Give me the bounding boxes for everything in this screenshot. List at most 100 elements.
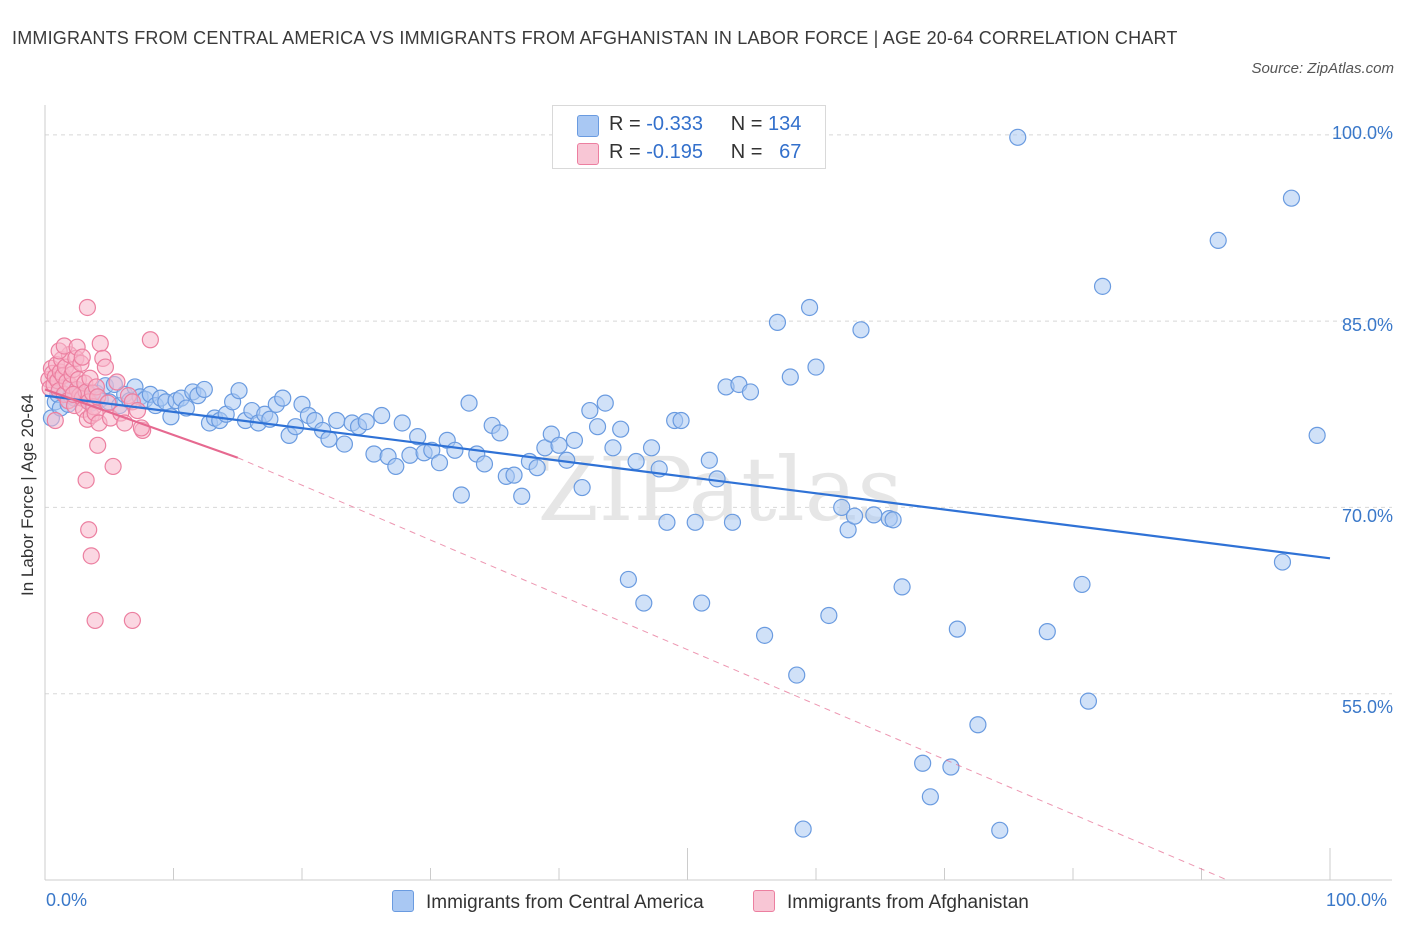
data-point-central-america [1093,277,1112,295]
data-point-central-america [619,570,637,589]
data-point-central-america [365,445,383,463]
data-point-afghanistan [104,457,122,476]
data-point-central-america [700,451,718,469]
data-point-central-america [1282,189,1301,207]
data-point-central-america [565,431,584,449]
data-point-afghanistan [78,298,97,317]
data-point-central-america [893,578,911,596]
data-point-afghanistan [86,611,104,630]
data-point-afghanistan [123,611,141,630]
data-point-central-america [1009,128,1027,146]
data-point-central-america [658,513,676,531]
trend-line-afghanistan [44,388,239,459]
data-point-central-america [573,478,591,497]
data-point-central-america [852,321,870,339]
n-value: 67 [779,141,802,163]
data-point-central-america [452,486,470,504]
legend-item-afghanistan[interactable]: Immigrants from Afghanistan [753,890,1029,914]
data-point-central-america [387,457,405,476]
data-point-central-america [820,606,838,625]
source-label: Source: ZipAtlas.com [1251,60,1394,77]
data-point-afghanistan [96,358,114,376]
data-point-afghanistan [89,436,107,454]
data-point-central-america [686,513,704,531]
data-point-afghanistan [128,401,147,420]
data-point-central-america [401,446,419,464]
x-tick-label-min: 0.0% [46,890,88,910]
legend-label: Immigrants from Afghanistan [787,892,1029,913]
r-label: R = [609,141,641,163]
x-tick-label-max: 100.0% [1326,890,1388,910]
blue-swatch-icon [392,890,414,912]
data-point-afghanistan [108,373,126,391]
data-point-central-america [195,380,213,399]
data-point-central-america [505,466,523,484]
data-point-central-america [528,459,546,477]
data-point-central-america [755,626,774,644]
data-point-central-america [596,394,614,412]
n-label: N = [730,141,763,163]
data-point-central-america [513,487,531,505]
data-point-afghanistan [80,521,98,539]
data-point-central-america [635,594,653,612]
data-point-central-america [581,401,599,420]
data-point-central-america [914,754,932,772]
data-point-central-america [642,439,661,457]
data-point-central-america [807,358,825,376]
data-point-central-america [274,389,292,407]
data-point-central-america [794,820,812,838]
blue-swatch-icon [577,115,599,137]
y-tick-label: 55.0% [1341,697,1393,717]
data-point-afghanistan [82,547,100,565]
data-point-central-america [921,788,939,806]
data-point-central-america [1038,623,1056,641]
data-point-central-america [884,511,902,529]
data-point-central-america [357,413,375,431]
data-point-central-america [845,507,864,525]
data-point-central-america [328,411,346,430]
data-point-afghanistan [77,471,95,489]
data-point-central-america [1308,426,1326,444]
data-point-central-america [833,498,851,517]
stats-legend: R = -0.333 N = 134 R = -0.195 N = 67 [552,105,826,169]
y-axis-title: In Labor Force | Age 20-64 [18,394,37,596]
trend-extension-afghanistan [237,457,1228,881]
y-tick-label: 100.0% [1331,123,1393,143]
data-point-central-america [335,435,354,453]
series-central-america [42,128,1326,839]
data-point-central-america [741,383,760,401]
trend-lines [44,388,1331,881]
data-point-central-america [320,430,338,448]
data-point-afghanistan [73,348,91,366]
data-point-central-america [781,368,799,386]
data-point-central-america [693,594,711,612]
data-point-central-america [446,441,464,459]
data-point-afghanistan [141,331,159,349]
data-point-central-america [1209,231,1227,250]
data-point-central-america [969,716,987,734]
axes [44,105,1392,881]
legend-label: Immigrants from Central America [426,892,704,913]
n-label: N = [730,113,763,135]
data-point-central-america [942,758,960,776]
r-label: R = [609,113,641,135]
r-value: -0.195 [646,141,703,163]
data-point-central-america [788,666,806,684]
trend-line-central-america [44,394,1331,560]
data-point-central-america [491,424,509,442]
data-point-central-america [475,455,494,473]
data-point-central-america [627,452,645,471]
watermark: ZIPatlas [538,438,903,541]
data-point-central-america [1073,575,1091,594]
data-point-central-america [393,414,411,432]
r-value: -0.333 [646,113,703,135]
legend-item-central-america[interactable]: Immigrants from Central America [392,890,704,914]
data-point-central-america [588,418,607,436]
y-tick-label: 70.0% [1341,506,1393,526]
data-point-central-america [550,436,568,454]
data-point-afghanistan [91,334,109,353]
data-point-central-america [948,620,966,638]
data-point-central-america [991,821,1009,839]
series-afghanistan [40,298,159,630]
